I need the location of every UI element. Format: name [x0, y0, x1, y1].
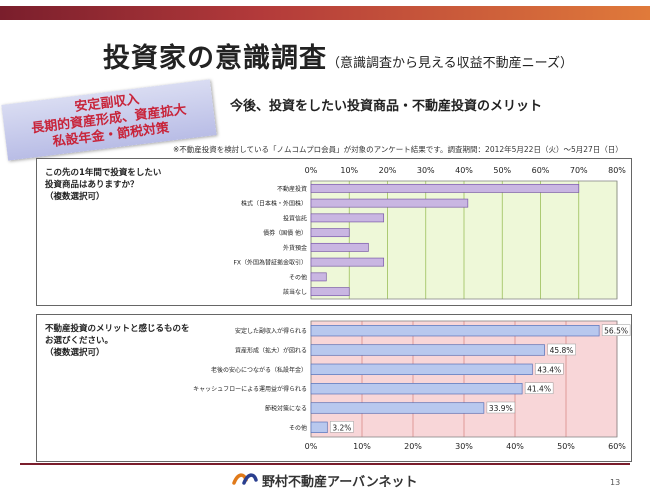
bar	[310, 183, 580, 193]
x-tick-label: 80%	[608, 166, 626, 175]
value-label-box	[524, 382, 554, 394]
value-label: 45.8%	[550, 346, 574, 355]
x-tick-label: 0%	[305, 166, 318, 175]
x-tick-label: 20%	[404, 442, 422, 451]
category-label: 節税対策になる	[265, 405, 307, 413]
real-estate-merits-chart: 0% 10% 20% 30% 40% 50% 60% 安定した副収入が得られる 56.5% 資産形…	[193, 320, 631, 451]
value-label: 43.4%	[537, 365, 561, 374]
question-line: 不動産投資のメリットと感じるものを	[45, 324, 190, 334]
x-tick-label: 10%	[340, 166, 358, 175]
value-label-box	[535, 363, 564, 375]
category-label: 投資信託	[283, 214, 307, 222]
category-label: FX（外国為替証拠金取引）	[233, 259, 307, 267]
category-label: 資産形成（拡大）が図れる	[235, 347, 307, 355]
plot-border	[310, 180, 618, 300]
question-line: 投資商品はありますか？	[45, 180, 139, 190]
bar	[310, 344, 545, 356]
x-tick-label: 70%	[570, 166, 588, 175]
bar	[310, 257, 385, 267]
section-heading: 今後、投資をしたい投資商品・不動産投資のメリット	[230, 99, 543, 114]
x-tick-label: 60%	[608, 442, 626, 451]
bar	[310, 228, 350, 238]
value-label-box	[601, 324, 631, 336]
category-label: 該当なし	[283, 288, 307, 296]
category-label: 安定した副収入が得られる	[235, 327, 307, 335]
category-label: 株式（日本株・外国株）	[241, 200, 307, 208]
x-tick-label: 40%	[455, 166, 473, 175]
title-subtitle: （意識調査から見える収益不動産ニーズ）	[327, 56, 573, 71]
question-line: この先の1年間で投資をしたい	[45, 168, 162, 178]
value-label-box	[486, 401, 516, 414]
chart-panel-merits: 不動産投資のメリットと感じるものを お選びください。 （複数選択可） 0% 10%…	[36, 314, 632, 462]
category-label: 債券（国債 他）	[263, 229, 307, 237]
category-label: 外貨預金	[283, 244, 307, 252]
question-text: 不動産投資のメリットと感じるものを お選びください。 （複数選択可）	[45, 323, 190, 359]
bar	[310, 242, 369, 252]
top-accent-bar	[0, 6, 650, 20]
x-tick-label: 50%	[557, 442, 575, 451]
company-name: 野村不動産アーバンネット	[262, 474, 418, 490]
x-tick-label: 40%	[506, 442, 524, 451]
x-tick-label: 0%	[305, 442, 318, 451]
category-label: その他	[289, 424, 307, 432]
bar	[310, 382, 523, 395]
bar	[310, 325, 600, 337]
chart-panel-investment-products: この先の1年間で投資をしたい 投資商品はありますか？ （複数選択可） 0% 10%…	[36, 158, 632, 306]
bar	[310, 272, 327, 282]
survey-note: ※不動産投資を検討している「ノムコムプロ会員」が対象のアンケート結果です。調査期…	[173, 145, 623, 154]
page-title: 投資家の意識調査（意識調査から見える収益不動産ニーズ）	[103, 36, 573, 75]
investment-products-chart: 0% 10% 20% 30% 40% 50% 60% 70% 80% 不動産投資株式（日本株・外国…	[233, 166, 626, 300]
x-tick-label: 30%	[455, 442, 473, 451]
company-logo: 野村不動産アーバンネット	[232, 470, 417, 490]
plot-border	[310, 320, 618, 438]
value-label-box	[330, 421, 354, 433]
bar	[310, 198, 469, 208]
footer-divider	[20, 463, 630, 465]
bar	[310, 363, 533, 375]
bar	[310, 402, 485, 414]
question-line: （複数選択可）	[45, 348, 105, 358]
question-line: （複数選択可）	[45, 192, 105, 202]
value-label: 41.4%	[527, 385, 551, 394]
bar	[310, 421, 328, 434]
category-label: 不動産投資	[277, 185, 307, 193]
value-label: 56.5%	[604, 327, 628, 336]
x-tick-label: 60%	[532, 166, 550, 175]
value-label: 33.9%	[489, 404, 513, 413]
value-label-box	[547, 343, 576, 356]
x-tick-label: 10%	[353, 442, 371, 451]
category-label: 老後の安心につながる（私設年金）	[211, 366, 307, 374]
bar	[310, 287, 350, 297]
bar	[310, 213, 385, 223]
value-label: 3.2%	[332, 423, 351, 432]
title-main: 投資家の意識調査	[103, 43, 327, 74]
x-tick-label: 50%	[493, 166, 511, 175]
question-text: この先の1年間で投資をしたい 投資商品はありますか？ （複数選択可）	[45, 167, 161, 203]
nomura-logo-icon	[232, 473, 258, 485]
x-tick-label: 20%	[379, 166, 397, 175]
x-tick-label: 30%	[417, 166, 435, 175]
category-label: キャッシュフローによる運用益が得られる	[193, 385, 307, 393]
question-line: お選びください。	[45, 336, 114, 346]
page-number: 13	[610, 478, 621, 487]
category-label: その他	[289, 273, 307, 281]
